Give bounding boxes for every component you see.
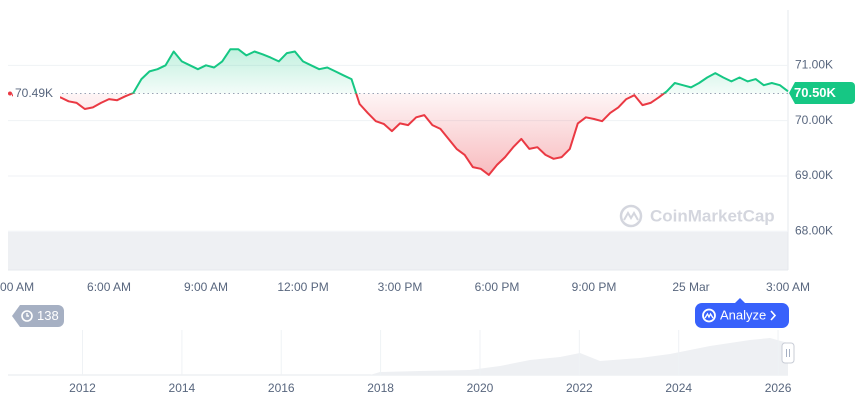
x-tick-label: 12:00 PM bbox=[277, 280, 328, 294]
navigator-tick-label: 2024 bbox=[665, 381, 692, 395]
baseline-dot bbox=[8, 91, 12, 96]
baseline-label: 70.49K bbox=[15, 86, 53, 100]
x-tick-label: 6:00 AM bbox=[87, 280, 131, 294]
x-tick-label: 9:00 AM bbox=[184, 280, 228, 294]
volume-band bbox=[8, 232, 788, 270]
y-tick-label: 70.00K bbox=[795, 113, 833, 127]
navigator-tick-label: 2022 bbox=[566, 381, 593, 395]
y-tick-label: 71.00K bbox=[795, 57, 833, 71]
watermark: CoinMarketCap bbox=[619, 204, 775, 228]
x-tick-label: 25 Mar bbox=[672, 280, 709, 294]
x-tick-label: 6:00 PM bbox=[475, 280, 520, 294]
baseline-label-bg bbox=[13, 84, 60, 103]
x-tick-label: 3:00 PM bbox=[378, 280, 423, 294]
navigator bbox=[8, 338, 795, 376]
navigator-tick-label: 2012 bbox=[69, 381, 96, 395]
navigator-tick-label: 2020 bbox=[467, 381, 494, 395]
watermark-text: CoinMarketCap bbox=[650, 206, 775, 225]
x-tick-label: 9:00 PM bbox=[572, 280, 617, 294]
y-tick-label: 68.00K bbox=[795, 223, 833, 237]
navigator-tick-label: 2016 bbox=[268, 381, 295, 395]
indicator-badge[interactable]: 138 bbox=[12, 305, 64, 327]
y-tick-label: 69.00K bbox=[795, 168, 833, 182]
navigator-tick-label: 2014 bbox=[169, 381, 196, 395]
current-price-label: 70.50K bbox=[794, 85, 837, 100]
navigator-handle[interactable] bbox=[781, 342, 795, 364]
analyze-button[interactable]: Analyze bbox=[695, 298, 789, 328]
navigator-tick-label: 2026 bbox=[765, 381, 792, 395]
price-area bbox=[12, 49, 788, 175]
x-tick-label: 3:00 AM bbox=[0, 280, 34, 294]
indicator-count: 138 bbox=[37, 308, 59, 323]
navigator-tick-label: 2018 bbox=[367, 381, 394, 395]
current-price-tag bbox=[789, 81, 855, 104]
price-line bbox=[11, 48, 789, 176]
analyze-label: Analyze bbox=[720, 307, 766, 322]
x-tick-label: 3:00 AM bbox=[766, 280, 810, 294]
